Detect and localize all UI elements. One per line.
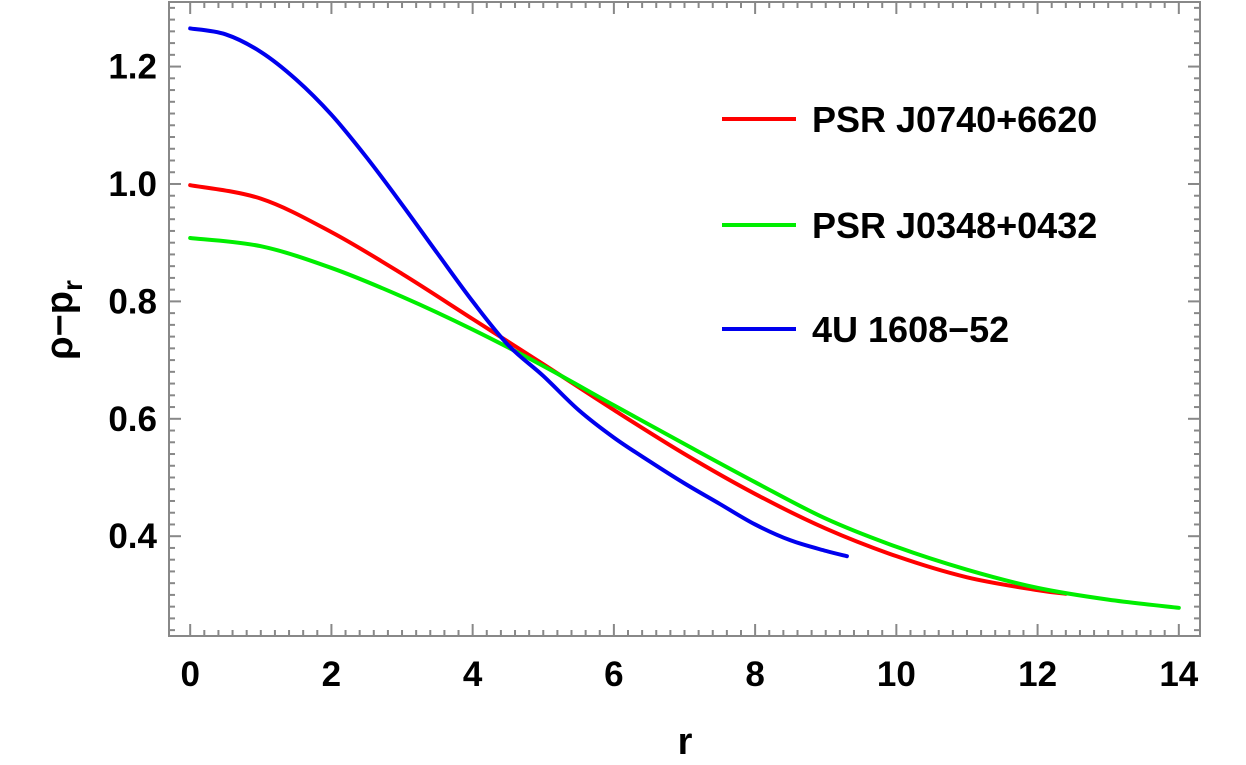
x-tick-label: 10 <box>877 655 916 694</box>
x-tick-label: 2 <box>322 655 341 694</box>
x-tick-label: 6 <box>604 655 623 694</box>
ticks <box>169 2 1200 636</box>
legend: PSR J0740+6620 PSR J0348+0432 4U 1608−52 <box>722 99 1097 350</box>
y-tick-labels: 0.4 0.6 0.8 1.0 1.2 <box>108 48 157 557</box>
series-line-2 <box>188 235 1181 610</box>
y-tick-label: 1.0 <box>108 165 157 204</box>
series-line-3 <box>188 26 849 559</box>
x-tick-label: 14 <box>1159 655 1198 694</box>
y-tick-label: 0.8 <box>108 282 157 321</box>
y-tick-label: 0.4 <box>108 517 157 556</box>
series-group <box>188 26 1181 610</box>
y-axis-title: ρ−pr <box>39 280 88 360</box>
series-line-1 <box>188 183 1068 596</box>
y-tick-label: 0.6 <box>108 400 157 439</box>
legend-label-2: PSR J0348+0432 <box>812 205 1097 246</box>
y-tick-label: 1.2 <box>108 48 157 87</box>
x-axis-title: r <box>678 721 693 763</box>
x-tick-label: 12 <box>1018 655 1057 694</box>
y-axis-title-subscript: r <box>57 280 88 291</box>
x-tick-label: 4 <box>463 655 483 694</box>
legend-label-1: PSR J0740+6620 <box>812 99 1097 140</box>
x-tick-label: 0 <box>180 655 199 694</box>
plot-frame <box>168 1 1201 637</box>
x-tick-labels: 0 2 4 6 8 10 12 14 <box>180 655 1198 694</box>
x-tick-label: 8 <box>745 655 764 694</box>
y-axis-title-main: ρ−p <box>39 291 81 360</box>
legend-label-3: 4U 1608−52 <box>812 309 1009 350</box>
